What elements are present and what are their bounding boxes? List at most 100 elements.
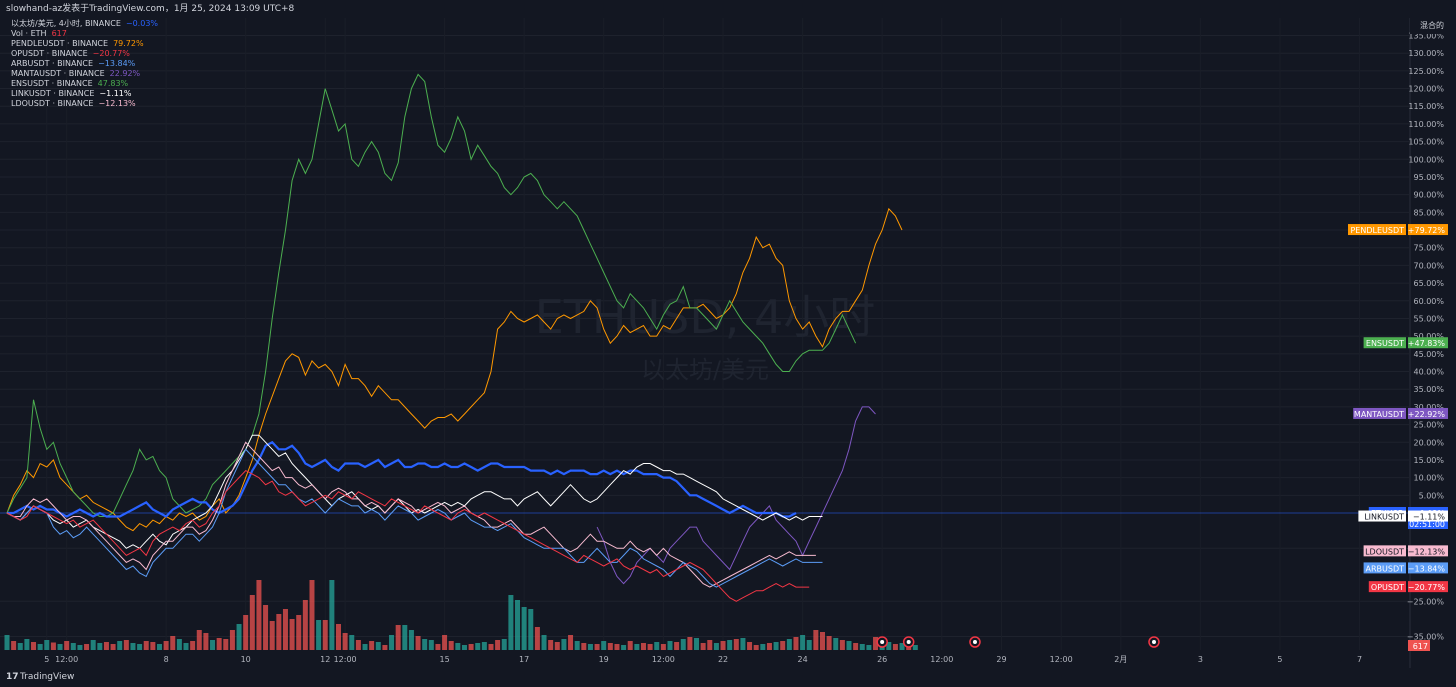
- y-tick-label: 135.00%: [1408, 32, 1444, 41]
- price-tag-value: −12.13%: [1408, 547, 1446, 556]
- legend-value: −12.13%: [98, 99, 136, 108]
- x-tick-label: 2月: [1114, 655, 1127, 664]
- chart-header-title: slowhand-az发表于TradingView.com，1月 25, 202…: [6, 4, 295, 14]
- volume-bar: [223, 639, 229, 650]
- volume-tag: 617: [1413, 642, 1428, 651]
- volume-bar: [554, 642, 560, 650]
- legend-value: 617: [51, 29, 67, 38]
- plot-area: [0, 18, 1410, 650]
- legend-row[interactable]: 以太坊/美元, 4小时, BINANCE −0.03%: [11, 19, 158, 29]
- legend-symbol: ENSUSDT · BINANCE: [11, 79, 93, 88]
- price-chart[interactable]: ETHUSD, 4小时以太坊/美元135.00%130.00%125.00%12…: [0, 18, 1456, 668]
- legend-row[interactable]: OPUSDT · BINANCE −20.77%: [11, 49, 158, 59]
- volume-bar: [607, 643, 613, 650]
- price-tag-symbol-bg: [1358, 510, 1406, 522]
- legend-row[interactable]: ENSUSDT · BINANCE 47.83%: [11, 79, 158, 89]
- price-tag-symbol-bg: [1363, 545, 1406, 557]
- volume-bar: [64, 641, 70, 650]
- volume-bar: [448, 641, 454, 650]
- x-tick-label: 17: [519, 655, 529, 664]
- volume-bar: [587, 644, 593, 650]
- volume-bar: [488, 644, 494, 650]
- price-tag-symbol: ARBUSDT: [1366, 564, 1405, 573]
- footer-brand: TradingView: [20, 672, 75, 682]
- y-tick-label: 25.00%: [1413, 421, 1444, 430]
- grid: [0, 18, 1410, 650]
- volume-bar: [548, 640, 554, 650]
- volume-bar: [707, 640, 713, 650]
- price-tag-value: −20.77%: [1408, 583, 1446, 592]
- volume-bar: [654, 642, 660, 650]
- volume-bar: [640, 643, 646, 650]
- volume-bar: [11, 641, 17, 650]
- volume-bar: [210, 640, 216, 650]
- volume-bar: [17, 643, 23, 650]
- legend-row[interactable]: MANTAUSDT · BINANCE 22.92%: [11, 69, 158, 79]
- y-tick-label: 60.00%: [1413, 297, 1444, 306]
- y-tick-label: 125.00%: [1408, 67, 1444, 76]
- volume-bar: [740, 638, 746, 650]
- legend-row[interactable]: LINKUSDT · BINANCE −1.11%: [11, 89, 158, 99]
- price-tag-value-bg: [1408, 337, 1448, 349]
- volume-bar: [229, 630, 235, 650]
- volume-bar: [475, 643, 481, 650]
- volume-bar: [800, 635, 806, 650]
- price-labels: +79.72% PENDLEUSDT +47.83% ENSUSDT +22.92% MA…: [1348, 224, 1448, 651]
- x-tick-label: 12:00: [652, 655, 675, 664]
- price-tag-value: +22.92%: [1408, 410, 1446, 419]
- y-tick-label: 120.00%: [1408, 85, 1444, 94]
- volume-bar: [766, 643, 772, 650]
- y-tick-label: 85.00%: [1413, 208, 1444, 217]
- volume-bar: [123, 640, 129, 650]
- volume-bar: [614, 644, 620, 650]
- legend-row[interactable]: Vol · ETH 617: [11, 29, 158, 39]
- volume-bar: [203, 633, 209, 650]
- volume-bar: [694, 638, 700, 650]
- x-tick-label: 29: [996, 655, 1006, 664]
- volume-bar: [826, 636, 832, 650]
- y-tick-label: 100.00%: [1408, 155, 1444, 164]
- footer-bar: 17 TradingView: [0, 668, 1456, 687]
- volume-bar: [853, 643, 859, 650]
- legend-row[interactable]: ARBUSDT · BINANCE −13.84%: [11, 59, 158, 69]
- x-tick-label: 12:00: [1050, 655, 1073, 664]
- volume-bar: [249, 595, 255, 650]
- price-tag-time: 02:51:00: [1409, 520, 1445, 529]
- legend-row[interactable]: PENDLEUSDT · BINANCE 79.72%: [11, 39, 158, 49]
- volume-bar: [375, 642, 381, 650]
- scale-mode-button[interactable]: 混合的: [1410, 18, 1454, 34]
- volume-bar: [395, 625, 401, 650]
- volume-bar: [581, 643, 587, 650]
- x-tick-label: 26: [877, 655, 887, 664]
- legend-symbol: LDOUSDT · BINANCE: [11, 99, 94, 108]
- price-tag-time-bg: [1408, 518, 1448, 529]
- volume-bar: [302, 600, 308, 650]
- price-tag-symbol-bg: [1363, 562, 1406, 574]
- volume-bar: [31, 642, 37, 650]
- volume-bar: [773, 642, 779, 650]
- volume-bar: [243, 615, 249, 650]
- y-tick-label: 15.00%: [1413, 456, 1444, 465]
- volume-bar: [163, 641, 169, 650]
- legend-value: −13.84%: [98, 59, 136, 68]
- volume-bar: [90, 640, 96, 650]
- volume-bar: [190, 641, 196, 650]
- x-axis: 5 12:00 8 10 12 12:00 15 17 19 12:00 22 24 26 12:00 29…: [44, 655, 1362, 664]
- x-tick-label: 7: [1357, 655, 1362, 664]
- volume-bar: [594, 644, 600, 650]
- volume-bar: [137, 644, 143, 650]
- volume-bar: [382, 645, 388, 650]
- volume-bar: [369, 641, 375, 650]
- series-line-ensusdt: [6, 73, 857, 517]
- y-tick-label: 130.00%: [1408, 49, 1444, 58]
- event-marker-dot: [906, 640, 911, 644]
- y-tick-label: 105.00%: [1408, 138, 1444, 147]
- volume-bar: [713, 643, 719, 650]
- volume-bar: [528, 609, 534, 650]
- y-tick-label: 10.00%: [1413, 474, 1444, 483]
- volume-bar: [428, 640, 434, 650]
- volume-bar: [316, 620, 322, 650]
- price-tag-symbol: OPUSDT: [1371, 583, 1404, 592]
- volume-bar: [269, 621, 275, 650]
- legend-row[interactable]: LDOUSDT · BINANCE −12.13%: [11, 99, 158, 109]
